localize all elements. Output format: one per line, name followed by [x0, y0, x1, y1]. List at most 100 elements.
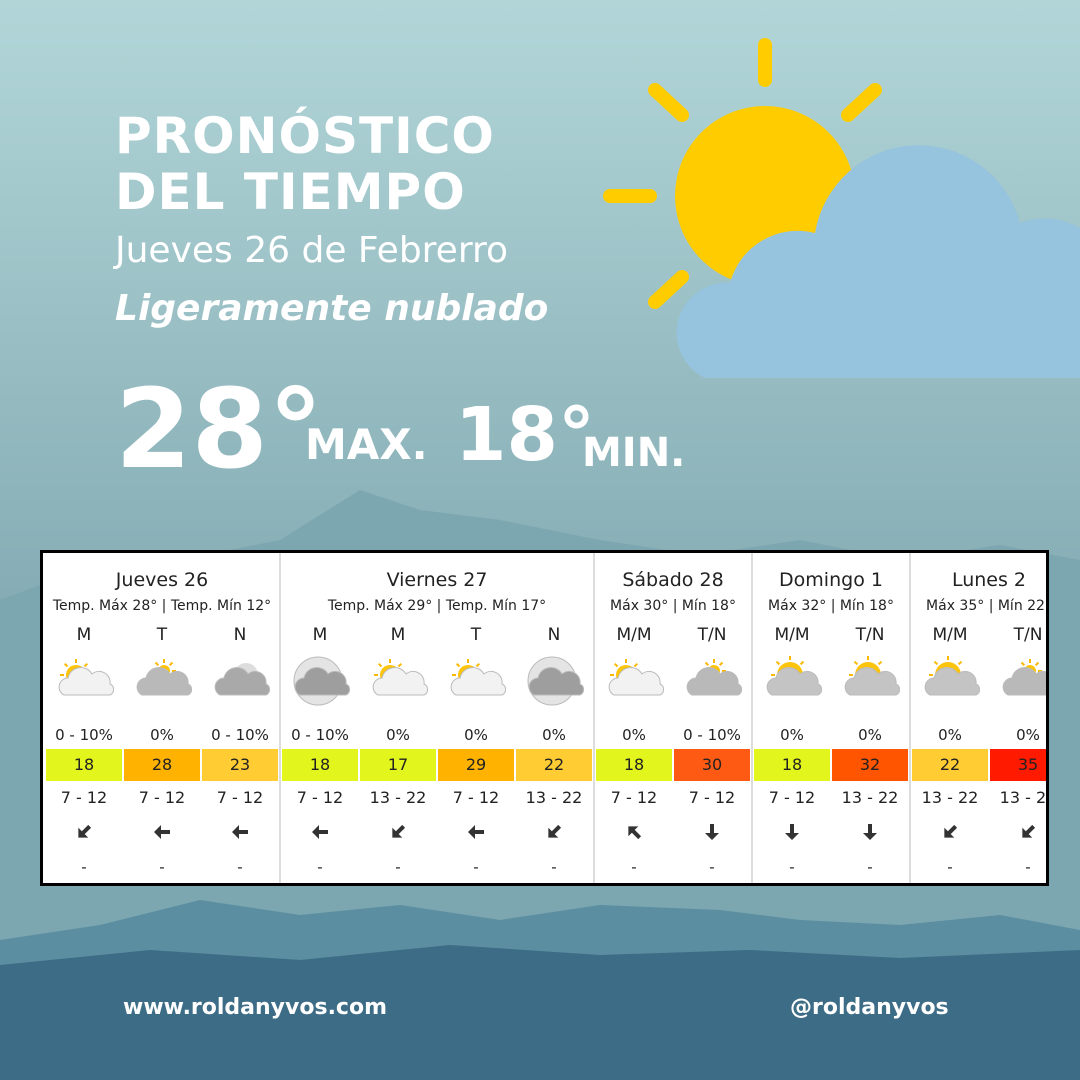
- precipitation: 0%: [542, 726, 566, 744]
- precipitation: 0%: [622, 726, 646, 744]
- wind: 13 - 22: [841, 788, 899, 807]
- period-label: M: [76, 625, 92, 645]
- wind-arrow: [753, 821, 831, 849]
- period: M 0 - 10% 18 7 - 12 -: [281, 553, 359, 883]
- arrow: [628, 826, 642, 840]
- icon: [608, 659, 665, 696]
- period-label: M: [390, 625, 406, 645]
- icon: [450, 659, 507, 696]
- day-summary: Temp. Máx 29° | Temp. Mín 17°: [327, 598, 547, 614]
- gust: -: [81, 858, 87, 876]
- precipitation: 0 - 10%: [291, 726, 349, 744]
- wind-arrow: [437, 821, 515, 849]
- day-column: Sábado 28 Máx 30° | Mín 18° M/M 0% 18 7 - 12 -…: [595, 553, 753, 883]
- icon: [293, 656, 351, 706]
- arrow: [154, 825, 170, 839]
- wind: 7 - 12: [60, 788, 108, 807]
- day-summary: Máx 35° | Mín 22°: [926, 598, 1049, 614]
- wind-arrow: [911, 821, 989, 849]
- wind-arrow: [359, 821, 437, 849]
- period: T/N 0% 32 13 - 22 -: [831, 553, 909, 883]
- period: M/M 0% 22 13 - 22 -: [911, 553, 989, 883]
- period: T/N 0 - 10% 30 7 - 12 -: [673, 553, 751, 883]
- temperature: 23: [202, 749, 278, 781]
- temperature: 18: [754, 749, 830, 781]
- day-column: Lunes 2 Máx 35° | Mín 22° M/M 0% 22 13 - 22- T…: [911, 553, 1047, 883]
- weather-icon: [673, 653, 751, 709]
- wind-arrow: [831, 821, 909, 849]
- wind: 7 - 12: [688, 788, 736, 807]
- wind: 7 - 12: [296, 788, 344, 807]
- gust: -: [631, 858, 637, 876]
- period-label: T: [470, 625, 482, 645]
- weather-icon: [201, 653, 279, 709]
- gust: -: [551, 858, 557, 876]
- icon: [214, 663, 271, 696]
- max-label: MAX.: [305, 420, 428, 469]
- period: T 0% 29 7 - 12 -: [437, 553, 515, 883]
- wind-arrow: [673, 821, 751, 849]
- gust: -: [789, 858, 795, 876]
- temperature: 30: [674, 749, 750, 781]
- gust: -: [395, 858, 401, 876]
- day-column: Jueves 26 Temp. Máx 28° | Temp. Mín 12° M 0…: [45, 553, 281, 883]
- gust: -: [1025, 858, 1031, 876]
- day-name: Lunes 2: [951, 569, 1027, 591]
- arrow: [468, 825, 484, 839]
- icon: [686, 659, 743, 696]
- arrow: [392, 824, 406, 838]
- precipitation: 0 - 10%: [211, 726, 269, 744]
- weather-icon: [515, 653, 593, 709]
- arrow: [705, 824, 719, 840]
- wind-arrow: [595, 821, 673, 849]
- weather-icon: [45, 653, 123, 709]
- temperature: 28: [124, 749, 200, 781]
- icon: [372, 659, 429, 696]
- weather-icon: [911, 653, 989, 709]
- wind-arrow: [201, 821, 279, 849]
- temperature: 18: [596, 749, 672, 781]
- wind: 13 - 22: [999, 788, 1047, 807]
- gust: -: [317, 858, 323, 876]
- period-label: M: [312, 625, 328, 645]
- title-line: DEL TIEMPO: [115, 163, 466, 221]
- arrow: [312, 825, 328, 839]
- period: M/M 0% 18 7 - 12 -: [595, 553, 673, 883]
- precipitation: 0%: [1016, 726, 1040, 744]
- gust: -: [237, 858, 243, 876]
- day-column: Domingo 1 Máx 32° | Mín 18° M/M 0% 18 7 - 12 -…: [753, 553, 911, 883]
- arrow: [78, 824, 92, 838]
- gust: -: [709, 858, 715, 876]
- wind: 7 - 12: [610, 788, 658, 807]
- wind: 13 - 22: [921, 788, 979, 807]
- temperature: 17: [360, 749, 436, 781]
- day-summary: Máx 32° | Mín 18°: [768, 598, 894, 614]
- wind-arrow: [515, 821, 593, 849]
- wind-arrow: [989, 821, 1046, 849]
- precipitation: 0 - 10%: [55, 726, 113, 744]
- day-name: Sábado 28: [622, 569, 724, 591]
- period-label: T/N: [855, 625, 885, 645]
- weather-icon: [831, 653, 909, 709]
- website: www.roldanyvos.com: [123, 995, 388, 1020]
- icon: [924, 656, 981, 696]
- precipitation: 0 - 10%: [683, 726, 741, 744]
- forecast-columns: Jueves 26 Temp. Máx 28° | Temp. Mín 12° M 0…: [45, 553, 1046, 883]
- icon: [1002, 659, 1046, 696]
- period: N 0 - 10% 23 7 - 12 -: [201, 553, 279, 883]
- gust: -: [947, 858, 953, 876]
- wind: 13 - 22: [525, 788, 583, 807]
- wind-arrow: [281, 821, 359, 849]
- arrow: [785, 824, 799, 840]
- arrow: [863, 824, 877, 840]
- temperature: 35: [990, 749, 1046, 781]
- temperature: 18: [282, 749, 358, 781]
- title: PRONÓSTICO DEL TIEMPO: [115, 108, 495, 220]
- period-label: M/M: [616, 625, 652, 645]
- icon: [58, 659, 115, 696]
- wind-arrow: [123, 821, 201, 849]
- arrow: [1022, 824, 1036, 838]
- wind: 13 - 22: [369, 788, 427, 807]
- forecast-table: Jueves 26 Temp. Máx 28° | Temp. Mín 12° M 0…: [40, 550, 1049, 886]
- precipitation: 0%: [858, 726, 882, 744]
